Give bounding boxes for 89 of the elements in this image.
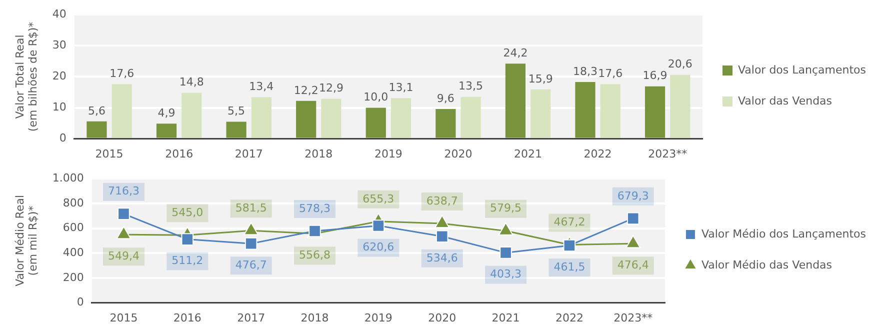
data-label: 511,2 [172, 254, 204, 268]
data-label: 556,8 [299, 248, 330, 262]
bar [251, 97, 272, 138]
data-label: 24,2 [503, 46, 528, 60]
x-tick-label: 2017 [237, 311, 266, 324]
x-tick-label: 2020 [428, 311, 456, 324]
data-label: 12,2 [294, 84, 318, 97]
x-tick-label: 2021 [514, 147, 542, 160]
x-tick-label: 2023** [648, 147, 688, 160]
x-tick-label: 2023** [614, 311, 654, 324]
data-label: 13,5 [458, 80, 484, 93]
data-label: 579,5 [490, 202, 522, 215]
bar [182, 92, 202, 138]
x-tick-label: 2022 [555, 311, 584, 324]
data-label: 620,6 [362, 240, 394, 254]
bar [86, 121, 107, 138]
y-tick-label: 600 [62, 221, 84, 234]
bar [460, 96, 481, 138]
data-label: 679,3 [617, 189, 649, 202]
legend-label: Valor Médio das Vendas [701, 258, 832, 272]
y-axis-title: Valor Total Real (em bilhões de R$)* [13, 21, 40, 132]
data-label: 17,6 [110, 67, 134, 80]
data-label: 13,4 [249, 80, 274, 94]
y-tick-label: 0 [59, 132, 66, 145]
bar [600, 84, 620, 138]
data-label: 578,3 [299, 202, 330, 215]
x-tick-label: 2018 [304, 147, 333, 160]
data-label: 10,0 [364, 90, 388, 104]
x-tick-label: 2017 [234, 147, 263, 160]
data-label: 403,3 [490, 268, 522, 281]
x-tick-label: 2015 [95, 147, 124, 160]
x-tick-label: 2020 [444, 147, 472, 160]
data-label: 476,7 [235, 258, 267, 272]
x-tick-label: 2021 [492, 311, 520, 324]
x-tick-label: 2016 [173, 311, 202, 324]
bar [226, 122, 246, 138]
y-axis-title: Valor Médio Real (em mil R$)* [13, 194, 40, 286]
bar [112, 84, 132, 138]
bar [156, 124, 177, 138]
y-tick-label: 20 [52, 70, 66, 83]
legend-label: Valor dos Lançamentos [738, 63, 866, 76]
data-label: 716,3 [108, 184, 140, 198]
bar [530, 89, 551, 138]
y-tick-label: 10 [52, 100, 66, 114]
bar [321, 98, 342, 138]
bar [505, 64, 526, 138]
x-tick-label: 2015 [110, 311, 138, 324]
data-label: 12,9 [318, 82, 344, 95]
data-label: 18,3 [572, 64, 598, 78]
bar [644, 86, 666, 138]
y-tick-label: 40 [52, 7, 66, 20]
y-tick-label: 0 [76, 296, 84, 309]
x-tick-label: 2018 [300, 311, 329, 324]
data-label: 534,6 [426, 251, 458, 264]
data-label: 15,9 [528, 72, 553, 86]
bar [436, 108, 456, 138]
y-tick-label: 400 [62, 246, 84, 259]
data-label: 638,7 [426, 194, 458, 208]
bar [575, 82, 596, 138]
data-label: 655,3 [362, 192, 394, 206]
data-label: 5,6 [88, 104, 106, 118]
y-tick-label: 200 [62, 270, 84, 284]
data-label: 467,2 [554, 216, 586, 229]
data-label: 13,1 [388, 80, 414, 94]
data-label: 476,4 [617, 258, 649, 272]
y-tick-label: 800 [62, 196, 84, 210]
x-tick-label: 2016 [165, 147, 194, 160]
y-tick-label: 1.000 [52, 171, 84, 184]
data-label: 20,6 [668, 58, 692, 71]
legend-label: Valor Médio dos Lançamentos [701, 227, 866, 240]
data-label: 4,9 [158, 106, 176, 120]
x-tick-label: 2019 [364, 311, 392, 324]
data-label: 16,9 [642, 69, 668, 82]
data-label: 461,5 [554, 260, 586, 274]
data-label: 9,6 [436, 92, 454, 105]
bar [670, 74, 690, 138]
bar [296, 100, 316, 138]
x-tick-label: 2022 [584, 147, 612, 160]
x-tick-label: 2019 [374, 147, 402, 160]
data-label: 5,5 [228, 104, 246, 118]
y-tick-label: 30 [52, 38, 66, 52]
legend-label: Valor das Vendas [738, 94, 832, 108]
data-label: 17,6 [598, 67, 623, 80]
bar [390, 98, 412, 138]
data-label: 581,5 [235, 201, 267, 214]
bar [366, 108, 386, 138]
data-label: 545,0 [172, 206, 204, 219]
data-label: 549,4 [108, 249, 140, 262]
data-label: 14,8 [179, 76, 204, 89]
